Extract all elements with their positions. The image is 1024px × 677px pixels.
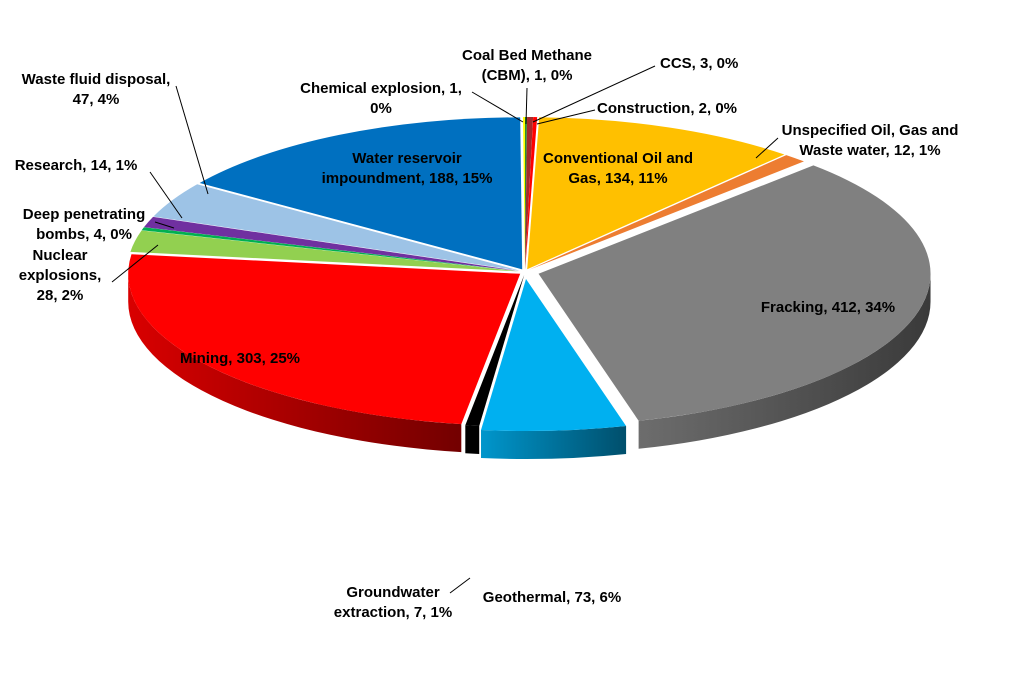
leader-line-chemical-explosion bbox=[471, 91, 524, 123]
data-label-mining: Mining, 303, 25% bbox=[180, 350, 300, 367]
slice-fracking bbox=[538, 165, 931, 421]
data-label-line: Geothermal, 73, 6% bbox=[483, 589, 621, 606]
data-label-line: Nuclear bbox=[32, 247, 87, 264]
slice-deep-penetrating-bombs bbox=[141, 227, 520, 272]
data-label-water-reservoir-impoundment: Water reservoir impoundment, 188, 15% bbox=[322, 150, 493, 187]
data-label-geothermal: Geothermal, 73, 6% bbox=[483, 589, 621, 606]
slice-geothermal bbox=[481, 278, 627, 431]
data-label-line: extraction, 7, 1% bbox=[334, 604, 452, 621]
data-label-line: Deep penetrating bbox=[23, 206, 146, 223]
slice-waste-fluid-disposal bbox=[153, 184, 520, 271]
slice-construction bbox=[525, 117, 538, 270]
leader-line-waste-fluid-disposal bbox=[175, 85, 209, 195]
data-label-line: Mining, 303, 25% bbox=[180, 350, 300, 367]
slice-groundwater-extraction bbox=[465, 274, 525, 426]
leader-line-deep-penetrating-bombs bbox=[154, 221, 175, 229]
data-label-line: Chemical explosion, 1, bbox=[300, 80, 462, 97]
pie-tops bbox=[128, 117, 931, 431]
data-label-nuclear-explosions: Nuclear explosions, 28, 2% bbox=[19, 247, 102, 304]
data-label-ccs: CCS, 3, 0% bbox=[660, 55, 738, 72]
data-label-deep-penetrating-bombs: Deep penetrating bombs, 4, 0% bbox=[23, 206, 146, 243]
data-label-line: 47, 4% bbox=[73, 91, 120, 108]
data-label-line: Research, 14, 1% bbox=[15, 157, 138, 174]
leader-line-nuclear-explosions bbox=[111, 244, 159, 283]
data-label-waste-fluid-disposal: Waste fluid disposal, 47, 4% bbox=[22, 71, 171, 108]
slice-unspecified-oil-gas-and-waste-water bbox=[529, 155, 804, 270]
data-label-line: Unspecified Oil, Gas and bbox=[782, 122, 959, 139]
data-label-line: Coal Bed Methane bbox=[462, 47, 592, 64]
slice-coal-bed-methane-cbm- bbox=[525, 117, 528, 270]
data-label-line: bombs, 4, 0% bbox=[36, 226, 132, 243]
leader-line-coal-bed-methane-cbm- bbox=[525, 87, 528, 125]
data-label-line: Water reservoir bbox=[352, 150, 462, 167]
slice-mining bbox=[128, 254, 521, 425]
data-label-construction: Construction, 2, 0% bbox=[597, 100, 737, 117]
data-label-chemical-explosion: Chemical explosion, 1, 0% bbox=[300, 80, 462, 117]
data-labels: Coal Bed Methane (CBM), 1, 0% CCS, 3, 0% Co… bbox=[15, 47, 959, 621]
data-label-line: Waste fluid disposal, bbox=[22, 71, 171, 88]
data-label-line: Construction, 2, 0% bbox=[597, 100, 737, 117]
data-label-line: Conventional Oil and bbox=[543, 150, 693, 167]
slice-chemical-explosion bbox=[522, 117, 525, 270]
leader-line-groundwater-extraction bbox=[449, 577, 471, 594]
data-label-line: Waste water, 12, 1% bbox=[799, 142, 940, 159]
leader-line-ccs bbox=[532, 65, 656, 123]
leader-line-research bbox=[149, 171, 183, 219]
data-label-conventional-oil-and-gas: Conventional Oil and Gas, 134, 11% bbox=[543, 150, 693, 187]
leader-line-unspecified-oil-gas-and-waste-water bbox=[755, 137, 779, 159]
slice-research bbox=[143, 216, 520, 272]
data-label-research: Research, 14, 1% bbox=[15, 157, 138, 174]
slice-side-geothermal bbox=[481, 425, 627, 459]
slice-side-fracking bbox=[638, 273, 931, 449]
data-label-line: Fracking, 412, 34% bbox=[761, 299, 895, 316]
slice-water-reservoir-impoundment bbox=[199, 117, 523, 270]
slice-nuclear-explosions bbox=[130, 230, 520, 272]
data-label-coal-bed-methane-cbm-: Coal Bed Methane (CBM), 1, 0% bbox=[462, 47, 592, 84]
data-label-unspecified-oil-gas-and-waste-water: Unspecified Oil, Gas and Waste water, 12,… bbox=[782, 122, 959, 159]
data-label-line: CCS, 3, 0% bbox=[660, 55, 738, 72]
data-label-fracking: Fracking, 412, 34% bbox=[761, 299, 895, 316]
data-label-line: explosions, bbox=[19, 267, 102, 284]
data-label-line: 28, 2% bbox=[37, 287, 84, 304]
data-label-line: (CBM), 1, 0% bbox=[482, 67, 573, 84]
data-label-line: Gas, 134, 11% bbox=[568, 170, 667, 187]
data-label-groundwater-extraction: Groundwater extraction, 7, 1% bbox=[334, 584, 452, 621]
data-label-line: Groundwater bbox=[346, 584, 440, 601]
slice-side-groundwater-extraction bbox=[465, 425, 480, 454]
leader-line-construction bbox=[536, 109, 596, 125]
slice-conventional-oil-and-gas bbox=[527, 117, 785, 270]
slice-ccs bbox=[525, 117, 534, 270]
slice-side-mining bbox=[128, 273, 462, 453]
pie-sides bbox=[128, 273, 931, 459]
data-label-line: impoundment, 188, 15% bbox=[322, 170, 493, 187]
data-label-line: 0% bbox=[370, 100, 392, 117]
